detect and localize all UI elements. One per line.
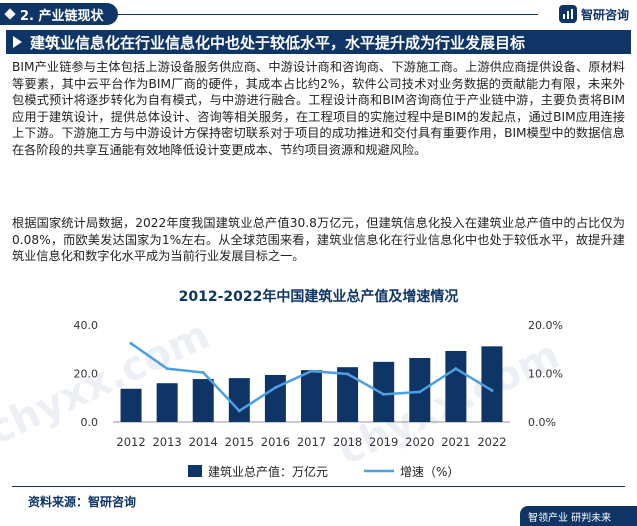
x-tick-label: 2016 [261, 435, 290, 449]
slogan: 智领产业 研判未来 [528, 513, 612, 524]
top-bar: 2. 产业链现状 智研咨询 [0, 0, 637, 28]
legend-bar-swatch [188, 465, 202, 477]
line-point [490, 388, 494, 392]
brand-logo: 智研咨询 [558, 4, 629, 24]
x-tick-label: 2015 [225, 435, 254, 449]
play-arrow-icon [13, 36, 22, 48]
legend-line-label: 增速（%） [400, 465, 459, 479]
bar [264, 374, 286, 422]
line-point [201, 371, 205, 375]
line-point [273, 386, 277, 390]
x-tick-label: 2012 [116, 435, 145, 449]
footer-divider [12, 486, 625, 487]
header-divider [118, 14, 538, 15]
section-title-bar: 建筑业信息化在行业信息化中也处于较低水平，水平提升成为行业发展目标 [6, 30, 631, 54]
y-right-tick-label: 0.0% [528, 416, 556, 429]
bar [409, 357, 431, 422]
legend-bar-label: 建筑业总产值：万亿元 [208, 464, 328, 479]
y-left-tick-label: 0.0 [81, 416, 99, 429]
bar [192, 379, 214, 422]
x-tick-label: 2014 [189, 435, 218, 449]
x-tick-label: 2013 [152, 435, 181, 449]
paragraph: 根据国家统计局数据，2022年度我国建筑业总产值30.8万亿元，但建筑信息化投入… [12, 216, 625, 264]
bar [481, 346, 503, 422]
line-point [418, 390, 422, 394]
paragraph: BIM产业链参与主体包括上游设备服务供应商、中游设计商和咨询商、下游施工商。上游… [12, 60, 625, 157]
line-point [346, 372, 350, 376]
bar [120, 388, 142, 422]
line-point [237, 409, 241, 413]
y-left-tick-label: 20.0 [74, 368, 99, 381]
line-point [129, 341, 133, 345]
section-title: 建筑业信息化在行业信息化中也处于较低水平，水平提升成为行业发展目标 [30, 34, 526, 52]
x-tick-label: 2019 [369, 435, 398, 449]
x-tick-label: 2017 [297, 435, 326, 449]
bar [301, 370, 322, 422]
bar [445, 350, 467, 422]
chart-title: 2012-2022年中国建筑业总产值及增速情况 [178, 289, 459, 305]
logo-name: 智研咨询 [580, 7, 629, 22]
bar [337, 367, 359, 422]
x-tick-label: 2020 [405, 435, 434, 449]
y-right-tick-label: 20.0% [528, 319, 563, 332]
line-point [310, 369, 313, 373]
y-left-tick-label: 40.0 [74, 319, 99, 332]
source-note: 资料来源：智研咨询 [28, 495, 137, 509]
bar [373, 361, 395, 422]
line-point [382, 392, 386, 396]
line-point [165, 367, 169, 371]
brand-strip: 智领产业 研判未来 [520, 506, 637, 526]
y-right-tick-label: 10.0% [528, 368, 563, 381]
bar [156, 383, 178, 422]
section-label: 2. 产业链现状 [20, 9, 104, 24]
x-tick-label: 2018 [333, 435, 362, 449]
section-tab: 2. 产业链现状 [0, 3, 118, 25]
x-tick-label: 2021 [441, 435, 470, 449]
line-point [454, 367, 458, 371]
logo-icon [558, 5, 577, 23]
x-tick-label: 2022 [477, 435, 506, 449]
bar [228, 378, 250, 422]
